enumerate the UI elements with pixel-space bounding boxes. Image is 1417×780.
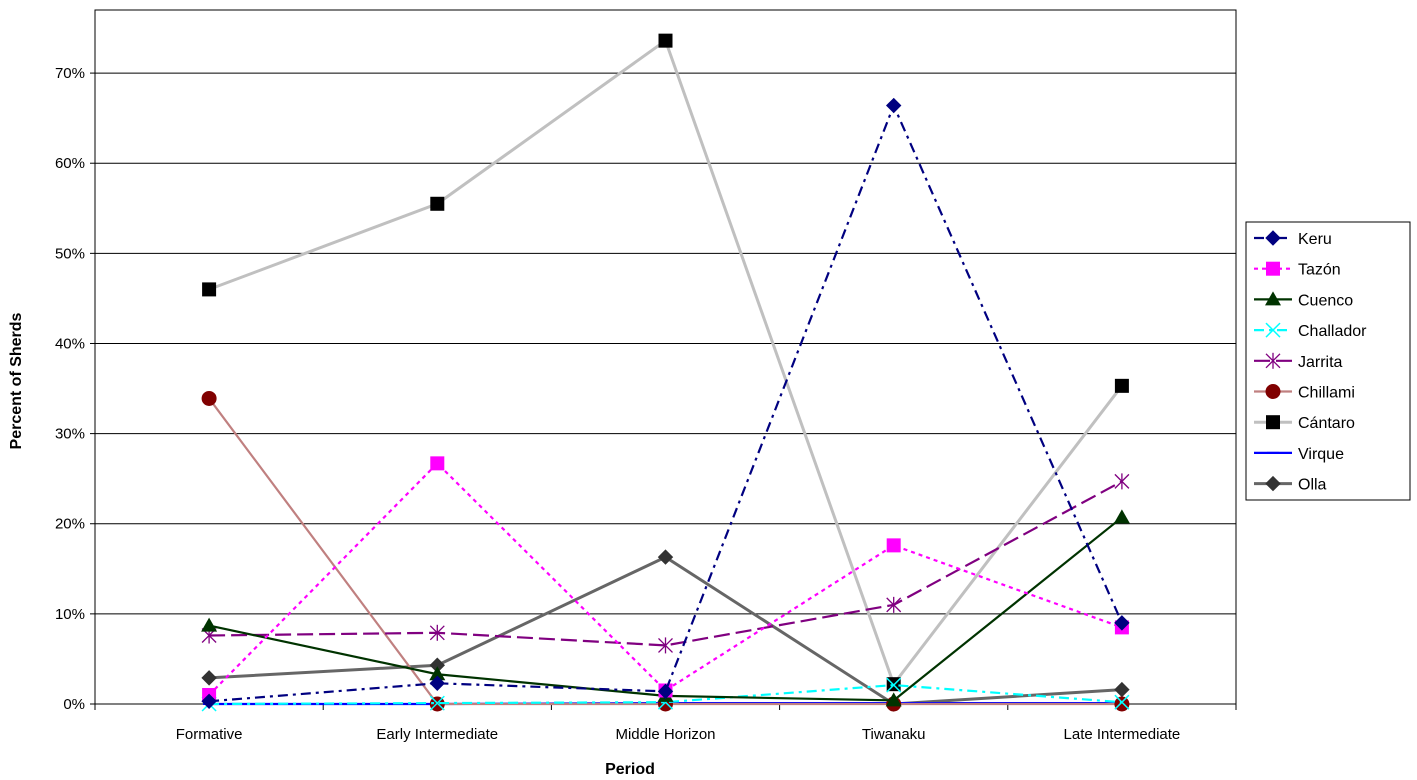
y-tick-label: 50% — [55, 245, 85, 262]
plot-border — [94, 9, 1237, 705]
legend-label: Keru — [1298, 231, 1332, 248]
gridlines — [95, 72, 1236, 615]
data-point — [885, 97, 902, 114]
series-layer — [201, 33, 1130, 712]
x-tick-label: Tiwanaku — [862, 726, 926, 743]
data-point — [201, 390, 217, 406]
y-tick-label: 20% — [55, 516, 85, 533]
legend-item-challador: Challador — [1254, 322, 1367, 340]
data-point — [1114, 681, 1130, 698]
legend-item-keru: Keru — [1254, 230, 1332, 248]
y-tick-label: 0% — [63, 696, 85, 713]
plot-area — [94, 9, 1237, 705]
data-point — [1114, 696, 1130, 712]
series-line-cantaro — [208, 38, 1124, 688]
legend-label: Chillami — [1298, 385, 1355, 402]
legend-item-cuenco: Cuenco — [1254, 291, 1353, 309]
legend-label: Virque — [1298, 446, 1344, 463]
legend-label: Challador — [1298, 323, 1367, 340]
series-line-challador — [209, 683, 1122, 706]
data-point — [201, 693, 217, 710]
legend-marker — [1266, 415, 1280, 430]
y-tick-label: 60% — [55, 155, 85, 172]
data-point — [658, 637, 673, 654]
x-axis-ticks: Formative Early Intermediate Middle Horizo… — [94, 704, 1237, 743]
data-point — [885, 692, 902, 707]
series-cuenco — [201, 509, 1130, 707]
data-point — [1114, 615, 1130, 631]
x-tick-label: Late Intermediate — [1064, 726, 1181, 743]
legend-marker — [1265, 291, 1281, 306]
data-point — [1114, 378, 1129, 393]
data-point — [430, 456, 445, 471]
legend-marker — [1265, 352, 1281, 369]
y-tick-label: 30% — [55, 426, 85, 443]
data-point — [1114, 473, 1130, 490]
data-point — [202, 282, 217, 297]
legend-label: Jarrita — [1298, 354, 1343, 371]
x-tick-label: Early Intermediate — [376, 726, 498, 743]
legend-marker — [1266, 261, 1280, 276]
y-tick-label: 40% — [55, 335, 85, 352]
data-point — [429, 666, 446, 681]
legend-item-virque: Virque — [1254, 446, 1344, 463]
x-axis-title: Period — [605, 761, 655, 778]
data-point — [886, 677, 902, 693]
series-keru — [201, 97, 1130, 710]
legend-label: Cuenco — [1298, 292, 1353, 309]
legend-label: Olla — [1298, 477, 1327, 494]
legend-marker — [1265, 230, 1281, 246]
series-line-cuenco — [208, 516, 1123, 702]
legend-item-jarrita: Jarrita — [1254, 352, 1343, 371]
series-line-tazon — [208, 461, 1123, 696]
data-point — [430, 196, 445, 211]
data-point — [886, 538, 901, 553]
series-line-keru — [209, 102, 1123, 703]
legend-marker — [1265, 475, 1281, 492]
data-point — [429, 675, 446, 691]
data-point — [201, 617, 218, 632]
data-point — [201, 670, 217, 686]
legend-marker — [1265, 384, 1281, 399]
legend-label: Cántaro — [1298, 415, 1355, 432]
y-tick-label: 70% — [55, 65, 85, 82]
data-point — [429, 695, 445, 711]
legend: Keru Tazón Cuenco Challador Jarrita Chillami C… — [1245, 221, 1411, 501]
data-point — [429, 624, 445, 641]
data-point — [1113, 509, 1130, 524]
legend-item-chillami: Chillami — [1254, 384, 1355, 402]
data-point — [657, 683, 674, 700]
series-cantaro — [202, 33, 1129, 692]
series-line-olla — [209, 555, 1122, 706]
legend-item-tazon: Tazón — [1254, 261, 1341, 279]
legend-item-cantaro: Cántaro — [1254, 415, 1355, 432]
data-point — [658, 33, 673, 48]
legend-label: Tazón — [1298, 262, 1341, 279]
data-point — [1114, 694, 1130, 710]
legend-marker — [1265, 322, 1281, 338]
x-tick-label: Middle Horizon — [615, 726, 715, 743]
y-axis-title: Percent of Sherds — [8, 312, 25, 449]
series-jarrita — [201, 473, 1130, 654]
y-tick-label: 10% — [55, 606, 85, 623]
y-axis-ticks: 0% 10% 20% 30% 40% 50% 60% 70% — [55, 65, 95, 713]
data-point — [657, 549, 674, 565]
legend-item-olla: Olla — [1254, 475, 1327, 494]
x-tick-label: Formative — [176, 726, 243, 743]
series-tazon — [202, 456, 1129, 702]
series-line-jarrita — [209, 480, 1123, 647]
data-point — [886, 596, 902, 613]
